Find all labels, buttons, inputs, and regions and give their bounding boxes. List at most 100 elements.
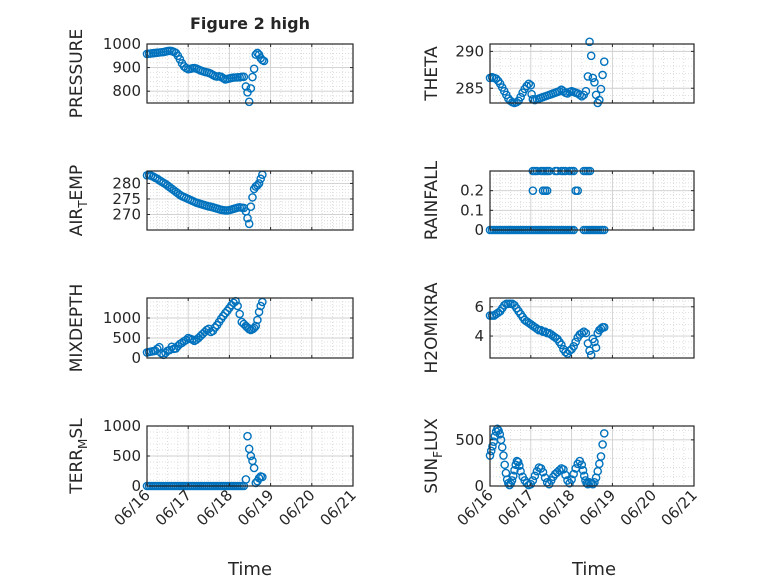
x-tick-label: 06/20 bbox=[275, 486, 318, 529]
x-tick-label: 06/18 bbox=[535, 486, 578, 529]
x-axis-label-left: Time bbox=[227, 559, 272, 580]
data-point bbox=[181, 335, 191, 345]
data-point bbox=[559, 465, 568, 474]
y-axis-label: H2OMIXRA bbox=[422, 282, 442, 373]
data-point bbox=[559, 86, 568, 96]
data-point bbox=[256, 174, 266, 184]
data-point bbox=[578, 466, 588, 475]
data-point bbox=[495, 430, 505, 439]
plot-area bbox=[490, 171, 694, 230]
data-point bbox=[516, 92, 525, 102]
y-tick-label: 0.1 bbox=[460, 201, 484, 219]
data-point bbox=[510, 466, 519, 475]
data-point bbox=[253, 315, 262, 325]
data-point bbox=[569, 469, 578, 479]
data-point bbox=[241, 82, 251, 91]
y-tick-label: 280 bbox=[112, 174, 141, 192]
y-tick-label: 900 bbox=[112, 59, 141, 77]
data-point bbox=[586, 51, 596, 61]
data-point bbox=[579, 471, 589, 481]
y-tick-label: 0 bbox=[131, 477, 141, 495]
data-point bbox=[591, 343, 601, 353]
data-point bbox=[210, 323, 220, 332]
axes-box bbox=[489, 297, 695, 359]
y-axis-label: AIRTEMP bbox=[67, 165, 90, 236]
data-point bbox=[528, 186, 538, 195]
data-point bbox=[486, 446, 496, 456]
x-tick-label: 06/21 bbox=[658, 486, 701, 529]
x-tick-label: 06/19 bbox=[576, 486, 619, 529]
subplot-terr-msl: 0500100006/1606/1706/1806/1906/2006/21TE… bbox=[67, 417, 360, 529]
data-point bbox=[599, 429, 609, 438]
x-tick-label: 06/17 bbox=[152, 486, 195, 529]
data-point bbox=[249, 463, 259, 473]
data-point bbox=[571, 337, 580, 347]
data-point bbox=[243, 213, 252, 223]
data-point bbox=[220, 308, 230, 318]
data-point bbox=[588, 479, 598, 489]
data-point bbox=[583, 72, 593, 81]
data-point bbox=[256, 301, 266, 311]
data-point bbox=[241, 475, 251, 484]
data-point bbox=[508, 471, 518, 481]
data-point bbox=[557, 340, 566, 350]
data-point bbox=[251, 321, 261, 331]
data-point bbox=[585, 37, 594, 47]
data-point bbox=[244, 219, 254, 229]
data-point bbox=[599, 57, 609, 67]
y-tick-label: 1000 bbox=[103, 417, 141, 435]
y-tick-label: 0 bbox=[474, 477, 484, 495]
data-point bbox=[259, 56, 269, 66]
data-point bbox=[248, 72, 257, 82]
x-tick-label: 06/17 bbox=[494, 486, 537, 529]
y-tick-label: 800 bbox=[112, 82, 141, 100]
y-tick-label: 290 bbox=[455, 42, 484, 60]
data-point bbox=[577, 92, 587, 101]
data-point bbox=[506, 96, 515, 106]
subplot-mixdepth: 0 500 1000 MIXDEPTH bbox=[67, 284, 354, 372]
data-point bbox=[515, 461, 524, 470]
data-point bbox=[569, 341, 578, 351]
data-point bbox=[244, 97, 254, 107]
data-point bbox=[497, 442, 507, 452]
data-point bbox=[575, 90, 585, 100]
data-point bbox=[243, 431, 252, 441]
data-point bbox=[538, 467, 548, 477]
data-point bbox=[512, 456, 522, 466]
subplot-sun-flux: 050006/1606/1706/1806/1906/2006/21SUNFLU… bbox=[422, 418, 701, 530]
y-tick-label: 270 bbox=[112, 205, 141, 223]
data-point bbox=[246, 451, 256, 461]
y-tick-label: 4 bbox=[474, 327, 484, 345]
subplot-rainfall: 0 0.10.2 RAINFALL bbox=[422, 160, 695, 240]
data-point bbox=[528, 476, 538, 485]
y-tick-label: 0.2 bbox=[460, 182, 484, 200]
data-point bbox=[581, 328, 591, 338]
data-point bbox=[253, 180, 262, 190]
data-point bbox=[507, 476, 517, 485]
subplot-h2omixra: 4 6 H2OMIXRA bbox=[422, 282, 695, 374]
data-point bbox=[258, 472, 267, 482]
data-point bbox=[577, 328, 587, 338]
data-point bbox=[500, 460, 509, 470]
y-tick-label: 1000 bbox=[103, 309, 141, 327]
data-point bbox=[598, 440, 607, 449]
y-tick-label: 500 bbox=[112, 329, 141, 347]
axes-box bbox=[489, 425, 695, 487]
y-tick-label: 285 bbox=[455, 79, 484, 97]
data-point bbox=[505, 480, 514, 490]
data-point bbox=[586, 350, 596, 360]
data-point bbox=[249, 64, 259, 74]
y-axis-label: THETA bbox=[422, 46, 442, 102]
y-tick-label: 500 bbox=[455, 431, 484, 449]
data-point bbox=[235, 309, 244, 319]
data-point bbox=[590, 78, 599, 87]
data-point bbox=[499, 301, 509, 310]
y-axis-label: PRESSURE bbox=[67, 29, 87, 118]
data-point bbox=[588, 73, 598, 83]
axes-box bbox=[146, 297, 354, 359]
data-point bbox=[249, 323, 259, 333]
data-point bbox=[254, 307, 264, 317]
x-tick-label: 06/20 bbox=[617, 486, 660, 529]
